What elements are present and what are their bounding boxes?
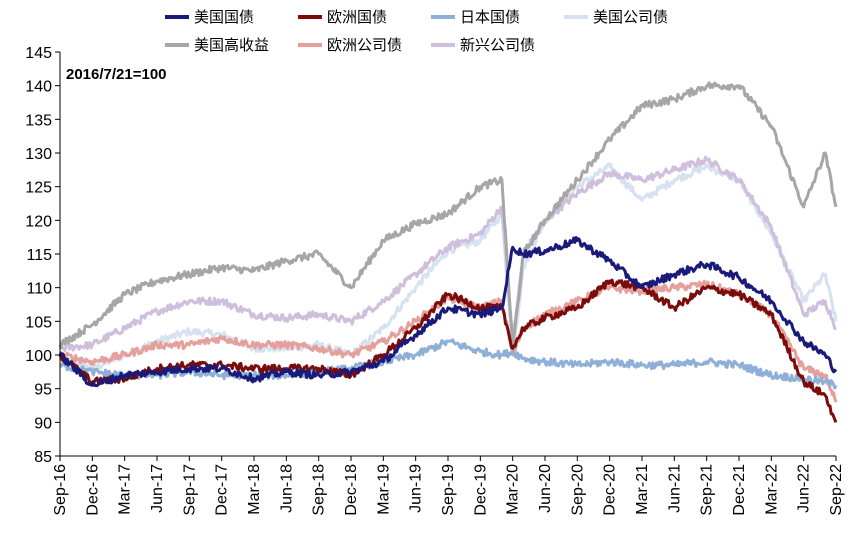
- x-tick-label: Mar-17: [117, 464, 134, 515]
- x-tick-label: Sep-22: [828, 464, 845, 516]
- y-tick-label: 115: [26, 247, 52, 264]
- y-tick-label: 90: [34, 415, 52, 432]
- x-tick-label: Dec-18: [343, 464, 360, 516]
- y-tick-label: 125: [25, 180, 52, 197]
- series-layer: [58, 81, 838, 423]
- x-tick-label: Jun-17: [149, 464, 166, 513]
- y-tick-label: 145: [25, 45, 52, 62]
- x-tick-label: Sep-18: [311, 464, 328, 516]
- x-tick-label: Jun-18: [278, 464, 295, 513]
- series-line-1: [58, 236, 838, 388]
- series-line-7: [58, 155, 837, 352]
- y-tick-label: 140: [25, 79, 52, 96]
- series-line-2: [58, 278, 838, 423]
- series-line-5: [58, 81, 838, 350]
- x-tick-label: Sep-19: [440, 464, 457, 516]
- x-tick-label: Mar-20: [505, 464, 522, 515]
- x-tick-label: Mar-18: [246, 464, 263, 515]
- x-tick-label: Mar-21: [634, 464, 651, 515]
- legend-label-3: 日本国债: [460, 8, 520, 26]
- y-tick-label: 95: [34, 382, 52, 399]
- y-tick-label: 135: [25, 112, 52, 129]
- x-tick-label: Jun-21: [666, 464, 683, 513]
- y-tick-label: 110: [26, 281, 52, 298]
- series-line-4: [59, 162, 838, 371]
- x-tick-label: Sep-17: [181, 464, 198, 516]
- y-tick-label: 85: [34, 449, 52, 466]
- legend-label-1: 美国国债: [194, 8, 254, 26]
- series-line-6: [58, 279, 838, 403]
- y-tick-label: 120: [25, 213, 52, 230]
- y-tick-label: 105: [25, 314, 52, 331]
- x-tick-label: Jun-19: [408, 464, 425, 513]
- base-date-annotation: 2016/7/21=100: [66, 66, 167, 83]
- x-tick-label: Sep-21: [699, 464, 716, 516]
- x-tick-label: Mar-22: [763, 464, 780, 515]
- x-tick-label: Mar-19: [375, 464, 392, 515]
- x-tick-label: Dec-19: [472, 464, 489, 516]
- x-tick-label: Dec-21: [731, 464, 748, 516]
- x-tick-label: Sep-20: [569, 464, 586, 516]
- x-tick-label: Dec-16: [84, 464, 101, 516]
- x-tick-label: Sep-16: [52, 464, 69, 516]
- legend-label-2: 欧洲国债: [327, 8, 387, 26]
- legend-label-7: 新兴公司债: [460, 36, 535, 54]
- x-tick-label: Dec-17: [214, 464, 231, 516]
- y-tick-label: 100: [25, 348, 52, 365]
- legend-label-4: 美国公司债: [593, 8, 668, 26]
- axes: 85 90 95 100 105 110 115 120 125 130 135 140 145 Sep-…: [25, 45, 845, 516]
- x-tick-label: Jun-22: [796, 464, 813, 513]
- x-tick-label: Jun-20: [537, 464, 554, 513]
- legend-label-6: 欧洲公司债: [327, 36, 402, 54]
- legend-label-5: 美国高收益: [194, 36, 269, 54]
- y-tick-label: 130: [25, 146, 52, 163]
- x-tick-label: Dec-20: [602, 464, 619, 516]
